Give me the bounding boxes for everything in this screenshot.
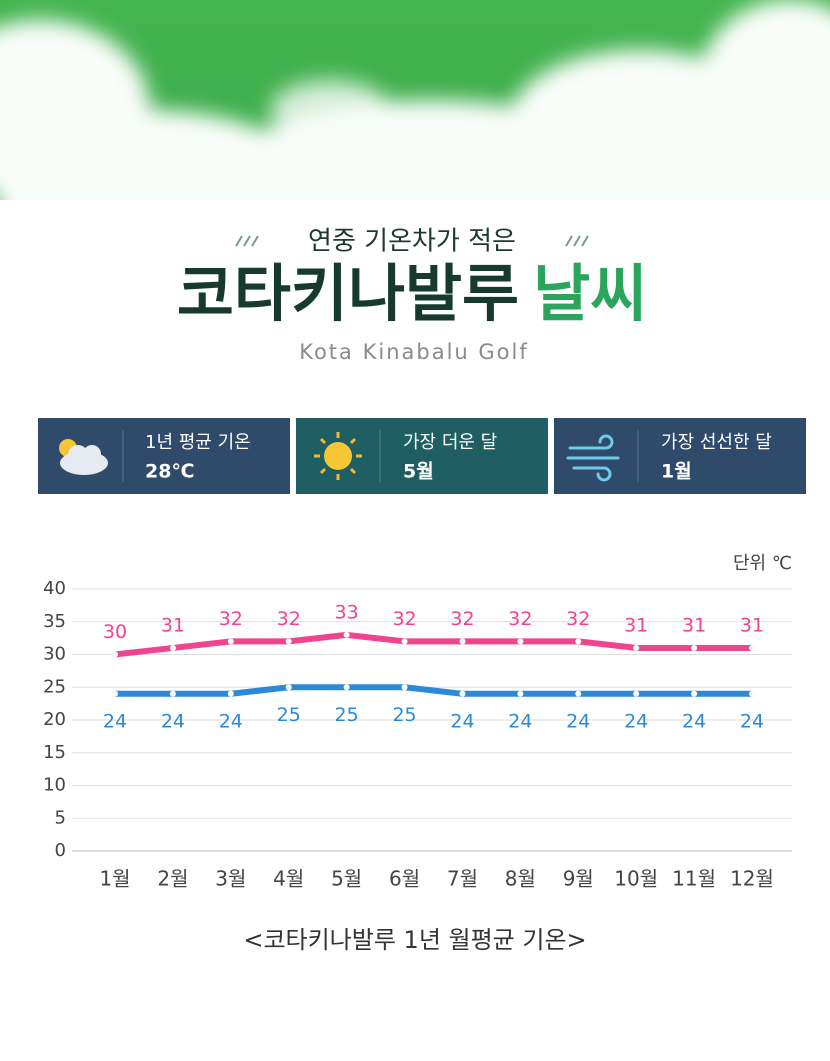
- icon-sun: [314, 432, 362, 480]
- x-tick-label: 11월: [672, 867, 716, 891]
- y-tick-label: 5: [55, 807, 66, 828]
- data-label: 25: [335, 704, 359, 726]
- data-label: 32: [219, 608, 243, 630]
- card: 가장 더운 달 5월: [296, 418, 548, 494]
- data-point: [459, 690, 466, 697]
- data-point: [401, 638, 408, 645]
- data-label: 31: [682, 614, 706, 636]
- card: 가장 선선한 달 1월: [554, 418, 806, 494]
- card-label: 1년 평균 기온: [145, 432, 251, 453]
- card-value: 28℃: [145, 461, 194, 483]
- data-label: 32: [392, 608, 416, 630]
- y-tick-label: 20: [43, 709, 66, 730]
- data-point: [575, 690, 582, 697]
- main-title: 코타키나발루 날씨: [177, 257, 647, 330]
- data-label: 24: [450, 710, 474, 732]
- x-tick-label: 1월: [99, 867, 130, 891]
- data-point: [575, 638, 582, 645]
- data-point: [633, 690, 640, 697]
- card-label: 가장 더운 달: [403, 432, 497, 453]
- subtitle: Kota Kinabalu Golf: [299, 340, 529, 364]
- data-label: 24: [103, 710, 127, 732]
- title-main: 코타키나발루: [177, 257, 519, 330]
- x-tick-label: 12월: [730, 867, 774, 891]
- data-point: [227, 638, 234, 645]
- data-label: 32: [277, 608, 301, 630]
- x-tick-label: 9월: [563, 867, 594, 891]
- icon-wind: [566, 434, 620, 482]
- data-label: 24: [508, 710, 532, 732]
- x-tick-label: 10월: [614, 867, 658, 891]
- data-point: [749, 690, 755, 697]
- data-point: [459, 638, 466, 645]
- unit-label: 단위 ℃: [733, 553, 792, 574]
- y-tick-label: 0: [55, 840, 66, 861]
- x-tick-label: 7월: [447, 867, 478, 891]
- y-tick-label: 30: [43, 644, 66, 665]
- data-label: 24: [624, 710, 648, 732]
- x-tick-label: 4월: [273, 867, 304, 891]
- card-value: 1월: [661, 461, 692, 483]
- data-point: [112, 651, 118, 658]
- data-label: 25: [392, 704, 416, 726]
- data-label: 24: [740, 710, 764, 732]
- data-point: [749, 644, 755, 651]
- data-label: 25: [277, 704, 301, 726]
- data-point: [517, 638, 524, 645]
- y-tick-label: 25: [43, 676, 66, 697]
- data-label: 24: [219, 710, 243, 732]
- data-label: 32: [566, 608, 590, 630]
- series-line: [112, 631, 755, 658]
- x-tick-label: 5월: [331, 867, 362, 891]
- data-label: 32: [450, 608, 474, 630]
- card-value: 5월: [403, 461, 434, 483]
- kicker: 연중 기온차가 적은: [308, 227, 516, 257]
- data-label: 24: [161, 710, 185, 732]
- data-point: [285, 684, 292, 691]
- data-point: [227, 690, 234, 697]
- y-tick-label: 40: [43, 578, 66, 599]
- card: 1년 평균 기온 28℃: [38, 418, 290, 494]
- data-label: 31: [161, 614, 185, 636]
- sky-background: [0, 0, 830, 260]
- header: 연중 기온차가 적은 코타키나발루 날씨 Kota Kinabalu Golf: [177, 227, 647, 365]
- data-label: 31: [740, 614, 764, 636]
- card-label: 가장 선선한 달: [661, 432, 772, 453]
- data-point: [517, 690, 524, 697]
- y-tick-label: 35: [43, 611, 66, 632]
- decoration: [235, 235, 589, 247]
- data-label: 31: [624, 614, 648, 636]
- icon-sun-cloud: [59, 439, 108, 475]
- data-label: 30: [103, 621, 127, 643]
- data-point: [633, 644, 640, 651]
- data-point: [343, 684, 350, 691]
- data-point: [112, 690, 118, 697]
- chart: 0 5 10 15 20 25 30 35 40 1월 2월 3월 4월 5월 6월 7월 8월 9월 10월 11월…: [43, 578, 792, 891]
- x-tick-label: 2월: [157, 867, 188, 891]
- data-label: 24: [682, 710, 706, 732]
- data-point: [401, 684, 408, 691]
- x-tick-label: 6월: [389, 867, 420, 891]
- data-label: 32: [508, 608, 532, 630]
- data-label: 24: [566, 710, 590, 732]
- data-point: [343, 631, 350, 638]
- cards: 1년 평균 기온 28℃ 가장 더운 달 5월 가장 선: [38, 418, 806, 494]
- data-point: [169, 644, 176, 651]
- chart-caption: <코타키나발루 1년 월평균 기온>: [243, 926, 586, 954]
- data-point: [169, 690, 176, 697]
- data-point: [691, 690, 698, 697]
- y-tick-label: 15: [43, 742, 66, 763]
- data-point: [285, 638, 292, 645]
- series-line: [112, 684, 755, 697]
- data-label: 33: [335, 601, 359, 623]
- data-point: [691, 644, 698, 651]
- title-accent: 날씨: [533, 257, 647, 330]
- x-tick-label: 3월: [215, 867, 246, 891]
- y-tick-label: 10: [43, 775, 66, 796]
- x-tick-label: 8월: [505, 867, 536, 891]
